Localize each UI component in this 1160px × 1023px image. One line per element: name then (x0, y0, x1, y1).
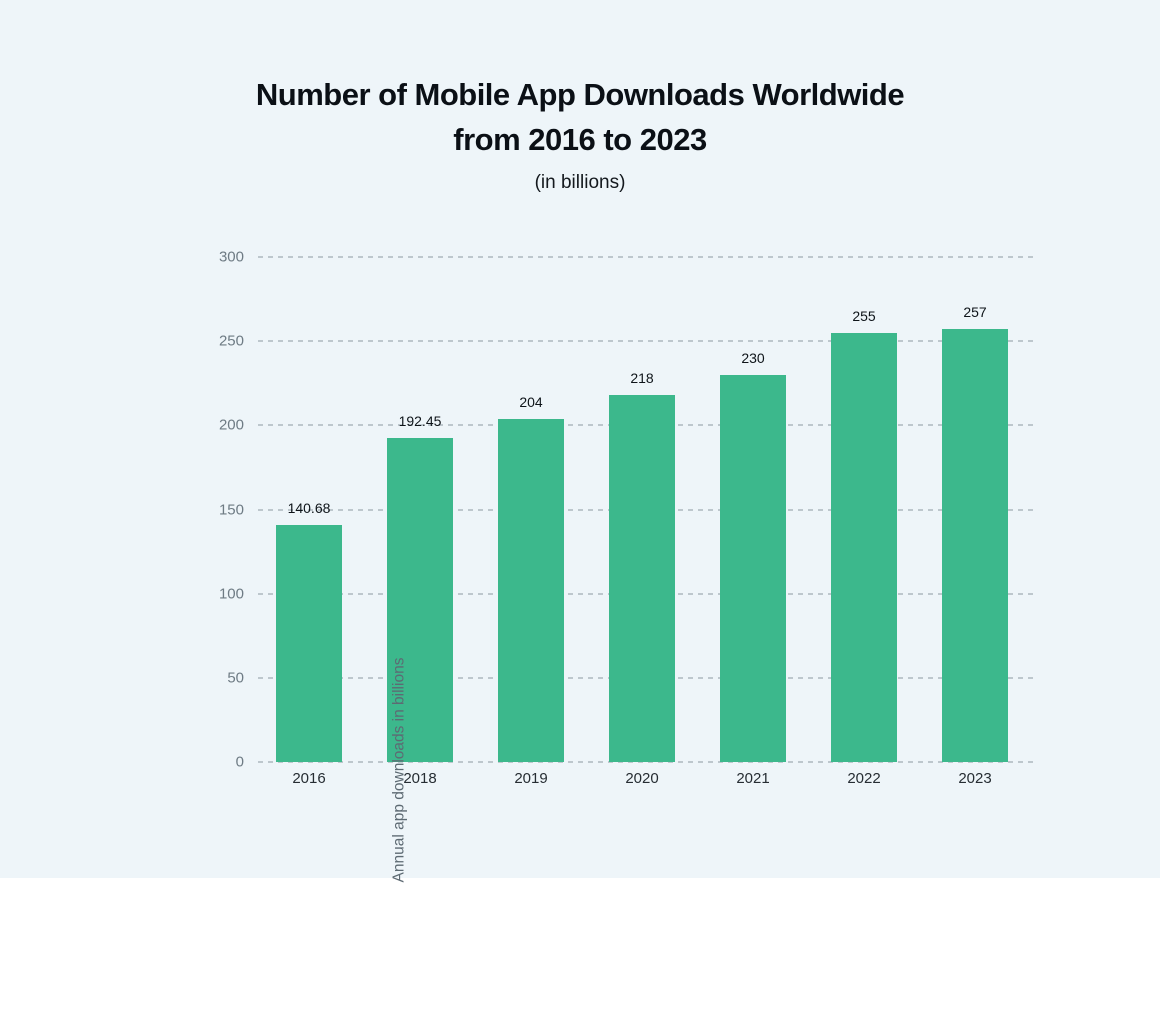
bar-2021 (720, 375, 786, 762)
chart-title-line1: Number of Mobile App Downloads Worldwide (255, 77, 905, 112)
bar-value-label-2021: 230 (741, 350, 765, 366)
y-tick-label-200: 200 (218, 416, 244, 434)
y-tick-label-0: 0 (235, 753, 244, 771)
chart-subtitle: (in billions) (534, 172, 626, 193)
bar-2016 (276, 525, 342, 762)
x-tick-label-2022: 2022 (847, 770, 881, 787)
bar-value-label-2016: 140.68 (287, 500, 331, 516)
bar-chart: 0 50 100 150 200 250 300 140.68 192.45 204 218 230… (0, 249, 1038, 882)
y-tick-label-250: 250 (218, 332, 244, 350)
chart-page: Number of Mobile App Downloads Worldwide… (0, 0, 1160, 882)
chart-header: Number of Mobile App Downloads Worldwide… (0, 72, 1160, 194)
chart-title-line2: from 2016 to 2023 (453, 122, 707, 157)
gridline-y-0 (258, 761, 1038, 763)
bar-value-label-2023: 257 (963, 304, 987, 320)
bar-2019 (498, 419, 564, 762)
y-tick-label-300: 300 (218, 248, 244, 266)
bar-2020 (609, 395, 675, 762)
bar-value-label-2020: 218 (630, 370, 654, 386)
x-tick-label-2019: 2019 (514, 770, 548, 787)
y-axis-tick-labels: 0 50 100 150 200 250 300 (0, 249, 244, 771)
x-tick-label-2020: 2020 (625, 770, 659, 787)
x-axis-tick-labels: 2016 2018 2019 2020 2021 2022 2023 (258, 770, 1038, 794)
bar-value-label-2022: 255 (852, 308, 876, 324)
y-tick-label-50: 50 (227, 669, 244, 687)
bar-value-label-2018: 192.45 (398, 413, 442, 429)
bar-2023 (942, 329, 1008, 762)
x-tick-label-2016: 2016 (292, 770, 326, 787)
y-tick-label-100: 100 (218, 585, 244, 603)
gridline-y-300 (258, 256, 1038, 258)
chart-title: Number of Mobile App Downloads Worldwide… (0, 72, 1160, 162)
bar-2022 (831, 333, 897, 762)
gridline-y-250 (258, 340, 1038, 343)
bar-value-label-2019: 204 (519, 394, 543, 410)
y-tick-label-150: 150 (218, 501, 244, 518)
plot-area: 140.68 192.45 204 218 230 255 257 Annual app d… (258, 256, 1038, 882)
x-tick-label-2023: 2023 (958, 770, 992, 787)
x-tick-label-2021: 2021 (736, 770, 770, 787)
bar-2018 (387, 438, 453, 762)
x-tick-label-2018: 2018 (403, 770, 437, 787)
